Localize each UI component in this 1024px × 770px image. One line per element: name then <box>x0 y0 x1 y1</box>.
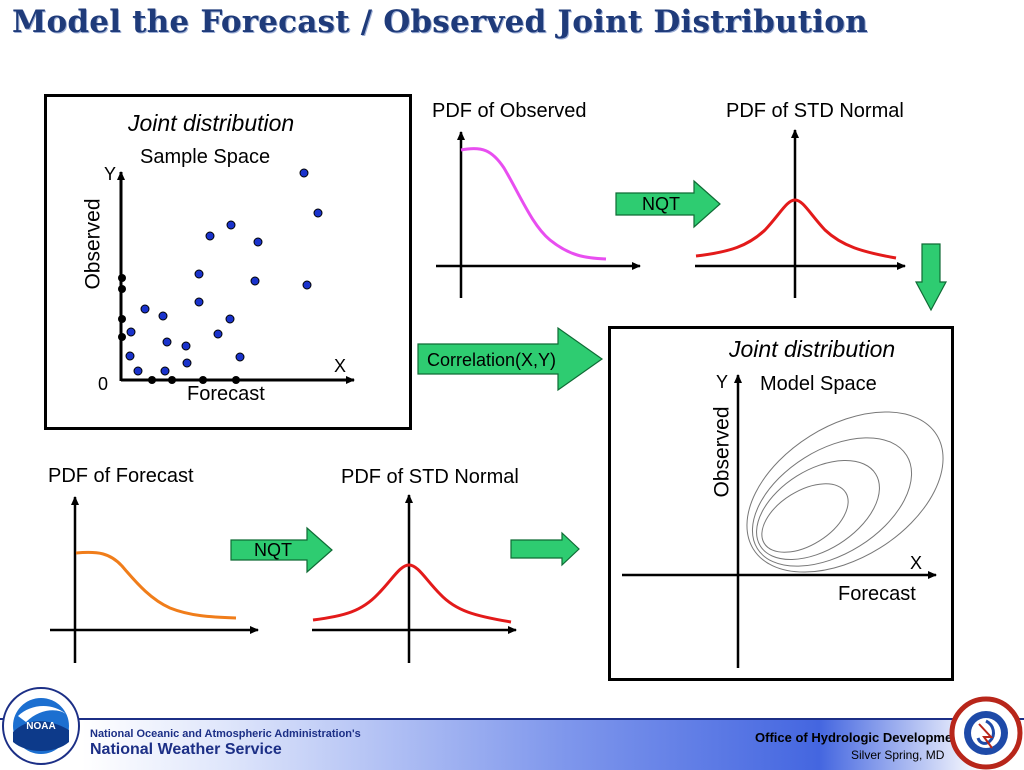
pdf-std-normal-bottom-label: PDF of STD Normal <box>341 466 519 488</box>
sample-space-subheading: Sample Space <box>140 146 271 168</box>
sample-y-axis-label: Y <box>104 164 117 184</box>
nqt-top-label: NQT <box>642 194 680 214</box>
right-arrow-bottom <box>510 531 580 567</box>
pdf-std-normal-top-axes <box>695 129 906 298</box>
scatter-point <box>226 220 236 230</box>
model-contours <box>746 411 944 573</box>
model-space-box <box>608 326 954 681</box>
scatter-point <box>181 341 191 351</box>
scatter-point <box>313 208 323 218</box>
footer-bar <box>0 718 1024 770</box>
footer-location: Silver Spring, MD <box>851 748 945 762</box>
pdf-forecast-axes <box>50 496 259 663</box>
nqt-bottom-label: NQT <box>254 540 292 560</box>
scatter-point <box>194 269 204 279</box>
scatter-point <box>225 314 235 324</box>
scatter-point <box>213 329 223 339</box>
pdf-std-normal-bottom-axes <box>312 494 517 663</box>
sample-forecast-label: Forecast <box>187 383 265 405</box>
sample-scatter-points <box>125 168 323 376</box>
model-x-axis-label: X <box>910 553 923 573</box>
scatter-point <box>125 351 135 361</box>
model-space-heading: Joint distribution <box>729 336 896 362</box>
pdf-forecast-curve <box>75 550 237 620</box>
footer-office: Office of Hydrologic Development <box>755 730 965 745</box>
scatter-point <box>160 366 170 376</box>
scatter-point <box>140 304 150 314</box>
sample-space-box <box>44 94 412 430</box>
scatter-point <box>302 280 312 290</box>
correlation-label: Correlation(X,Y) <box>427 350 557 370</box>
sample-origin-label: 0 <box>98 374 109 394</box>
scatter-point <box>250 276 260 286</box>
model-forecast-label: Forecast <box>838 583 916 605</box>
model-y-axis-label: Y <box>716 372 729 392</box>
scatter-point <box>133 366 143 376</box>
model-space-subheading: Model Space <box>760 373 877 395</box>
scatter-point <box>235 352 245 362</box>
pdf-std-normal-bottom-curve <box>312 563 512 624</box>
scatter-point <box>126 327 136 337</box>
correlation-arrow <box>417 326 604 392</box>
scatter-point <box>253 237 263 247</box>
scatter-point <box>158 311 168 321</box>
scatter-point <box>205 231 215 241</box>
scatter-point <box>194 297 204 307</box>
scatter-point <box>299 168 309 178</box>
pdf-std-normal-top-label: PDF of STD Normal <box>726 100 904 122</box>
sample-space-heading: Joint distribution <box>128 110 295 136</box>
nqt-top-arrow <box>615 179 721 229</box>
pdf-observed-curve <box>460 147 607 261</box>
pdf-observed-label: PDF of Observed <box>432 100 587 122</box>
pdf-observed-axes <box>436 131 641 298</box>
page-title: Model the Forecast / Observed Joint Dist… <box>12 4 868 40</box>
pdf-std-normal-top-curve <box>695 198 897 260</box>
scatter-point <box>162 337 172 347</box>
footer-agency: National Oceanic and Atmospheric Adminis… <box>90 728 361 740</box>
scatter-point <box>182 358 192 368</box>
footer-service: National Weather Service <box>90 741 282 758</box>
noaa-logo-text: NOAA <box>26 721 55 732</box>
down-arrow <box>914 243 948 312</box>
sample-x-axis-label: X <box>334 356 347 376</box>
sample-axis-ticks <box>118 274 240 384</box>
model-axes <box>622 374 937 668</box>
pdf-forecast-label: PDF of Forecast <box>48 465 194 487</box>
nqt-bottom-arrow <box>230 526 333 574</box>
